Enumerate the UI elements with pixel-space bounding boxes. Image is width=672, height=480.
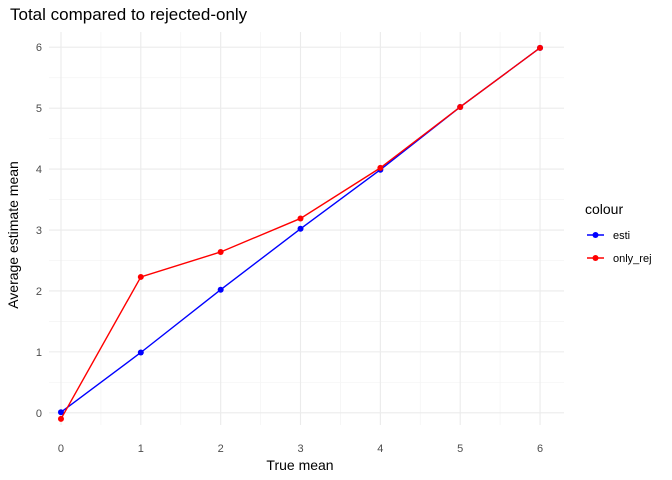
legend-title: colour bbox=[585, 201, 623, 217]
x-tick-label: 2 bbox=[218, 443, 224, 455]
data-point-esti bbox=[57, 409, 64, 416]
y-axis-title: Average estimate mean bbox=[5, 161, 21, 309]
x-tick-label: 3 bbox=[297, 443, 303, 455]
y-tick-label: 2 bbox=[36, 286, 42, 298]
minor-gridlines bbox=[49, 32, 564, 425]
data-point-only_rej bbox=[377, 164, 384, 171]
data-point-only_rej bbox=[297, 215, 304, 222]
x-tick-label: 6 bbox=[537, 443, 543, 455]
x-tick-label: 1 bbox=[138, 443, 144, 455]
data-point-only_rej bbox=[137, 273, 144, 280]
y-tick-label: 4 bbox=[36, 164, 42, 176]
x-tick-label: 4 bbox=[377, 443, 383, 455]
y-tick-label: 1 bbox=[36, 347, 42, 359]
legend: colour esti only_rej bbox=[585, 201, 652, 265]
x-tick-label: 5 bbox=[457, 443, 463, 455]
y-tick-label: 5 bbox=[36, 103, 42, 115]
legend-item-esti: esti bbox=[587, 230, 630, 242]
y-tick-labels: 0 1 2 3 4 5 6 bbox=[36, 42, 42, 420]
data-point-only_rej bbox=[57, 415, 64, 422]
series-layer bbox=[57, 44, 544, 422]
y-tick-label: 0 bbox=[36, 408, 42, 420]
legend-items: esti only_rej bbox=[587, 230, 652, 265]
legend-label: esti bbox=[613, 230, 630, 242]
series-only_rej bbox=[57, 44, 544, 422]
y-tick-label: 6 bbox=[36, 42, 42, 54]
y-tick-label: 3 bbox=[36, 225, 42, 237]
data-point-only_rej bbox=[457, 103, 464, 110]
data-point-esti bbox=[217, 286, 224, 293]
data-point-only_rej bbox=[537, 44, 544, 51]
x-axis-title: True mean bbox=[266, 457, 333, 473]
legend-item-only_rej: only_rej bbox=[587, 253, 652, 265]
major-gridlines bbox=[49, 32, 564, 425]
legend-label: only_rej bbox=[613, 253, 652, 265]
x-tick-label: 0 bbox=[58, 443, 64, 455]
legend-key-point bbox=[592, 232, 599, 238]
data-point-only_rej bbox=[217, 248, 224, 255]
data-point-esti bbox=[297, 225, 304, 232]
x-tick-labels: 0 1 2 3 4 5 6 bbox=[58, 443, 543, 455]
legend-key-point bbox=[592, 255, 599, 261]
data-point-esti bbox=[137, 349, 144, 356]
chart-title: Total compared to rejected-only bbox=[10, 5, 248, 24]
